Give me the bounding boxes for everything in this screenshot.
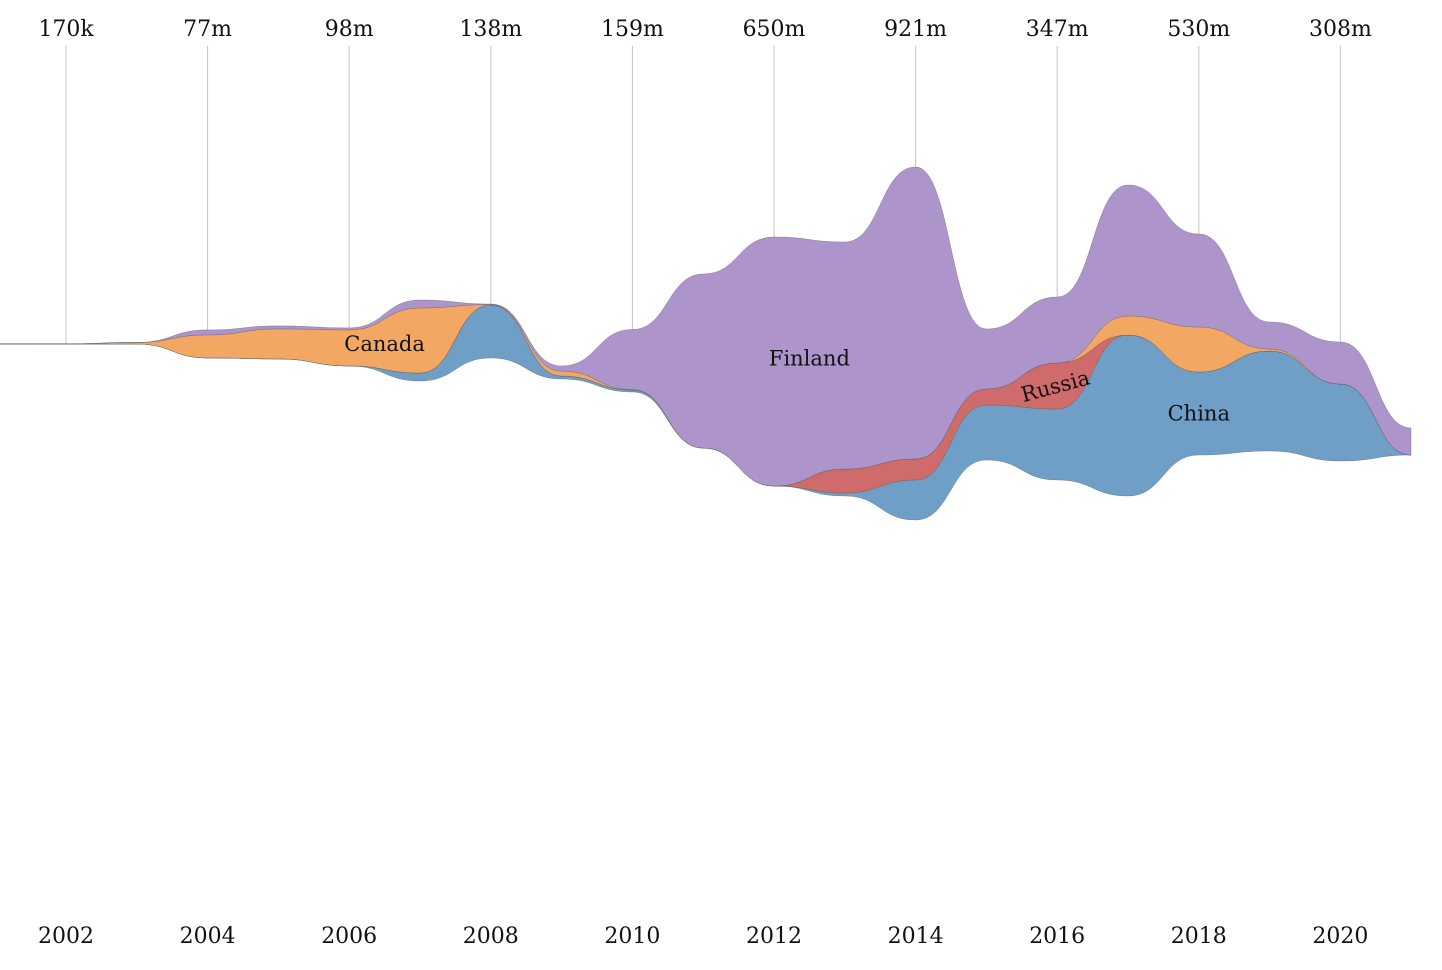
top-total-label: 530m: [1167, 17, 1230, 42]
top-total-label: 98m: [325, 17, 374, 42]
guide-lines: [65, 46, 1341, 344]
x-tick-label: 2016: [1029, 924, 1085, 949]
top-total-labels: 170k 77m 98m 138m 159m 650m 921m 347m 530m 308m: [38, 17, 1372, 42]
x-tick-label: 2006: [321, 924, 377, 949]
top-total-label: 159m: [601, 17, 664, 42]
x-tick-label: 2010: [604, 924, 660, 949]
x-tick-label: 2018: [1171, 924, 1227, 949]
top-total-label: 347m: [1026, 17, 1089, 42]
series-label-finland: Finland: [769, 347, 850, 371]
top-total-label: 170k: [38, 17, 94, 42]
series-label-canada: Canada: [344, 332, 425, 356]
top-total-label: 138m: [459, 17, 522, 42]
x-tick-label: 2002: [38, 924, 94, 949]
x-tick-label: 2020: [1312, 924, 1368, 949]
top-total-label: 650m: [743, 17, 806, 42]
x-tick-label: 2012: [746, 924, 802, 949]
x-tick-label: 2008: [463, 924, 519, 949]
top-total-label: 308m: [1309, 17, 1372, 42]
top-total-label: 921m: [884, 17, 947, 42]
x-tick-label: 2014: [888, 924, 944, 949]
series-label-china: China: [1168, 402, 1230, 426]
stream-finland: [0, 166, 1412, 487]
top-total-label: 77m: [183, 17, 232, 42]
x-tick-label: 2004: [180, 924, 236, 949]
x-axis-year-labels: 2002 2004 2006 2008 2010 2012 2014 2016 2018 2020: [38, 924, 1368, 949]
stream-layers: [0, 166, 1412, 521]
